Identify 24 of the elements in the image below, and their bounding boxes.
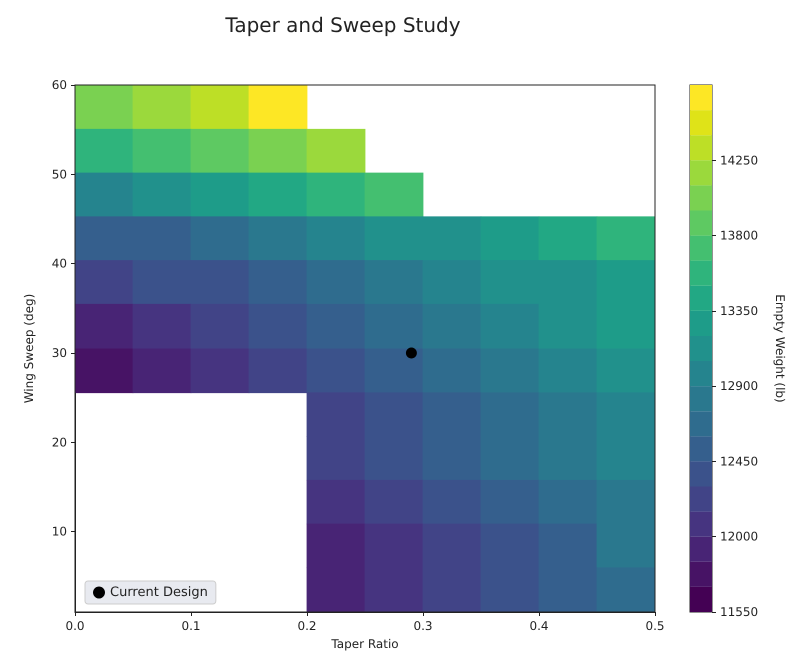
chart-title: Taper and Sweep Study xyxy=(224,13,461,37)
color-bar-label: 14250 xyxy=(720,153,758,168)
legend-label: Current Design xyxy=(110,585,208,600)
color-bar-label: 12900 xyxy=(720,379,758,394)
x-tick-label: 0.2 xyxy=(297,619,317,633)
color-bar-label: 13800 xyxy=(720,228,758,243)
x-tick-label: 0.1 xyxy=(181,619,201,633)
y-tick-label: 10 xyxy=(52,524,67,539)
color-bar-label: 12000 xyxy=(720,530,758,544)
x-axis-title: Taper Ratio xyxy=(330,637,399,651)
y-tick-label: 60 xyxy=(52,78,67,92)
color-bar-title: Empty Weight (lb) xyxy=(773,294,787,403)
y-tick-label: 20 xyxy=(52,435,67,450)
x-tick-label: 0.0 xyxy=(65,619,85,633)
x-tick-label: 0.3 xyxy=(413,619,433,633)
y-axis-title: Wing Sweep (deg) xyxy=(22,294,36,404)
x-tick-label: 0.5 xyxy=(645,619,665,633)
y-tick-label: 50 xyxy=(52,167,67,182)
x-tick-label: 0.4 xyxy=(529,619,549,633)
color-bar-label: 13350 xyxy=(720,304,758,318)
y-tick-label: 30 xyxy=(52,346,67,360)
color-bar-label: 11550 xyxy=(720,605,758,619)
color-bar-label: 12450 xyxy=(720,454,758,468)
y-tick-label: 40 xyxy=(52,256,67,271)
